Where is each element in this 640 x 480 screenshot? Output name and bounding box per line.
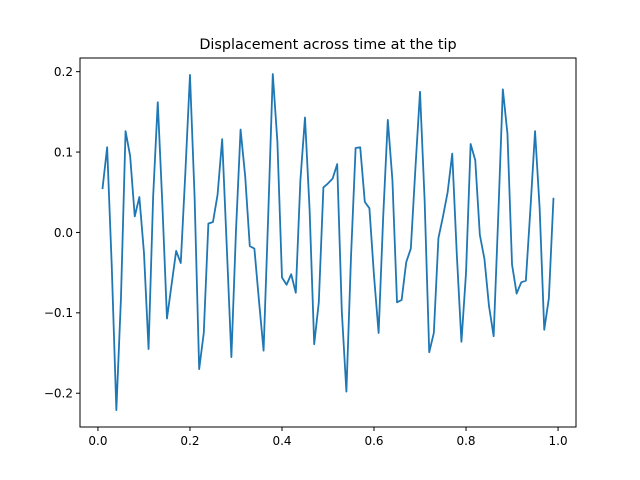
y-axis: −0.2 −0.1 0.0 0.1 0.2 bbox=[44, 65, 80, 401]
x-tick-label: 0.0 bbox=[88, 434, 107, 448]
y-tick-label: 0.0 bbox=[54, 226, 73, 240]
y-tick-label: −0.1 bbox=[44, 306, 73, 320]
plot-area-frame bbox=[79, 57, 577, 428]
y-tick-label: 0.2 bbox=[54, 65, 73, 79]
x-axis: 0.0 0.2 0.4 0.6 0.8 1.0 bbox=[88, 427, 568, 448]
x-tick-label: 0.4 bbox=[272, 434, 291, 448]
x-tick-label: 0.6 bbox=[364, 434, 383, 448]
y-tick-label: 0.1 bbox=[54, 145, 73, 159]
x-tick-label: 0.8 bbox=[456, 434, 475, 448]
x-tick-label: 1.0 bbox=[549, 434, 568, 448]
series-layer bbox=[101, 73, 555, 412]
chart-title: Displacement across time at the tip bbox=[199, 37, 456, 53]
x-tick-label: 0.2 bbox=[180, 434, 199, 448]
series-line-0 bbox=[101, 73, 555, 412]
y-tick-label: −0.2 bbox=[44, 387, 73, 401]
